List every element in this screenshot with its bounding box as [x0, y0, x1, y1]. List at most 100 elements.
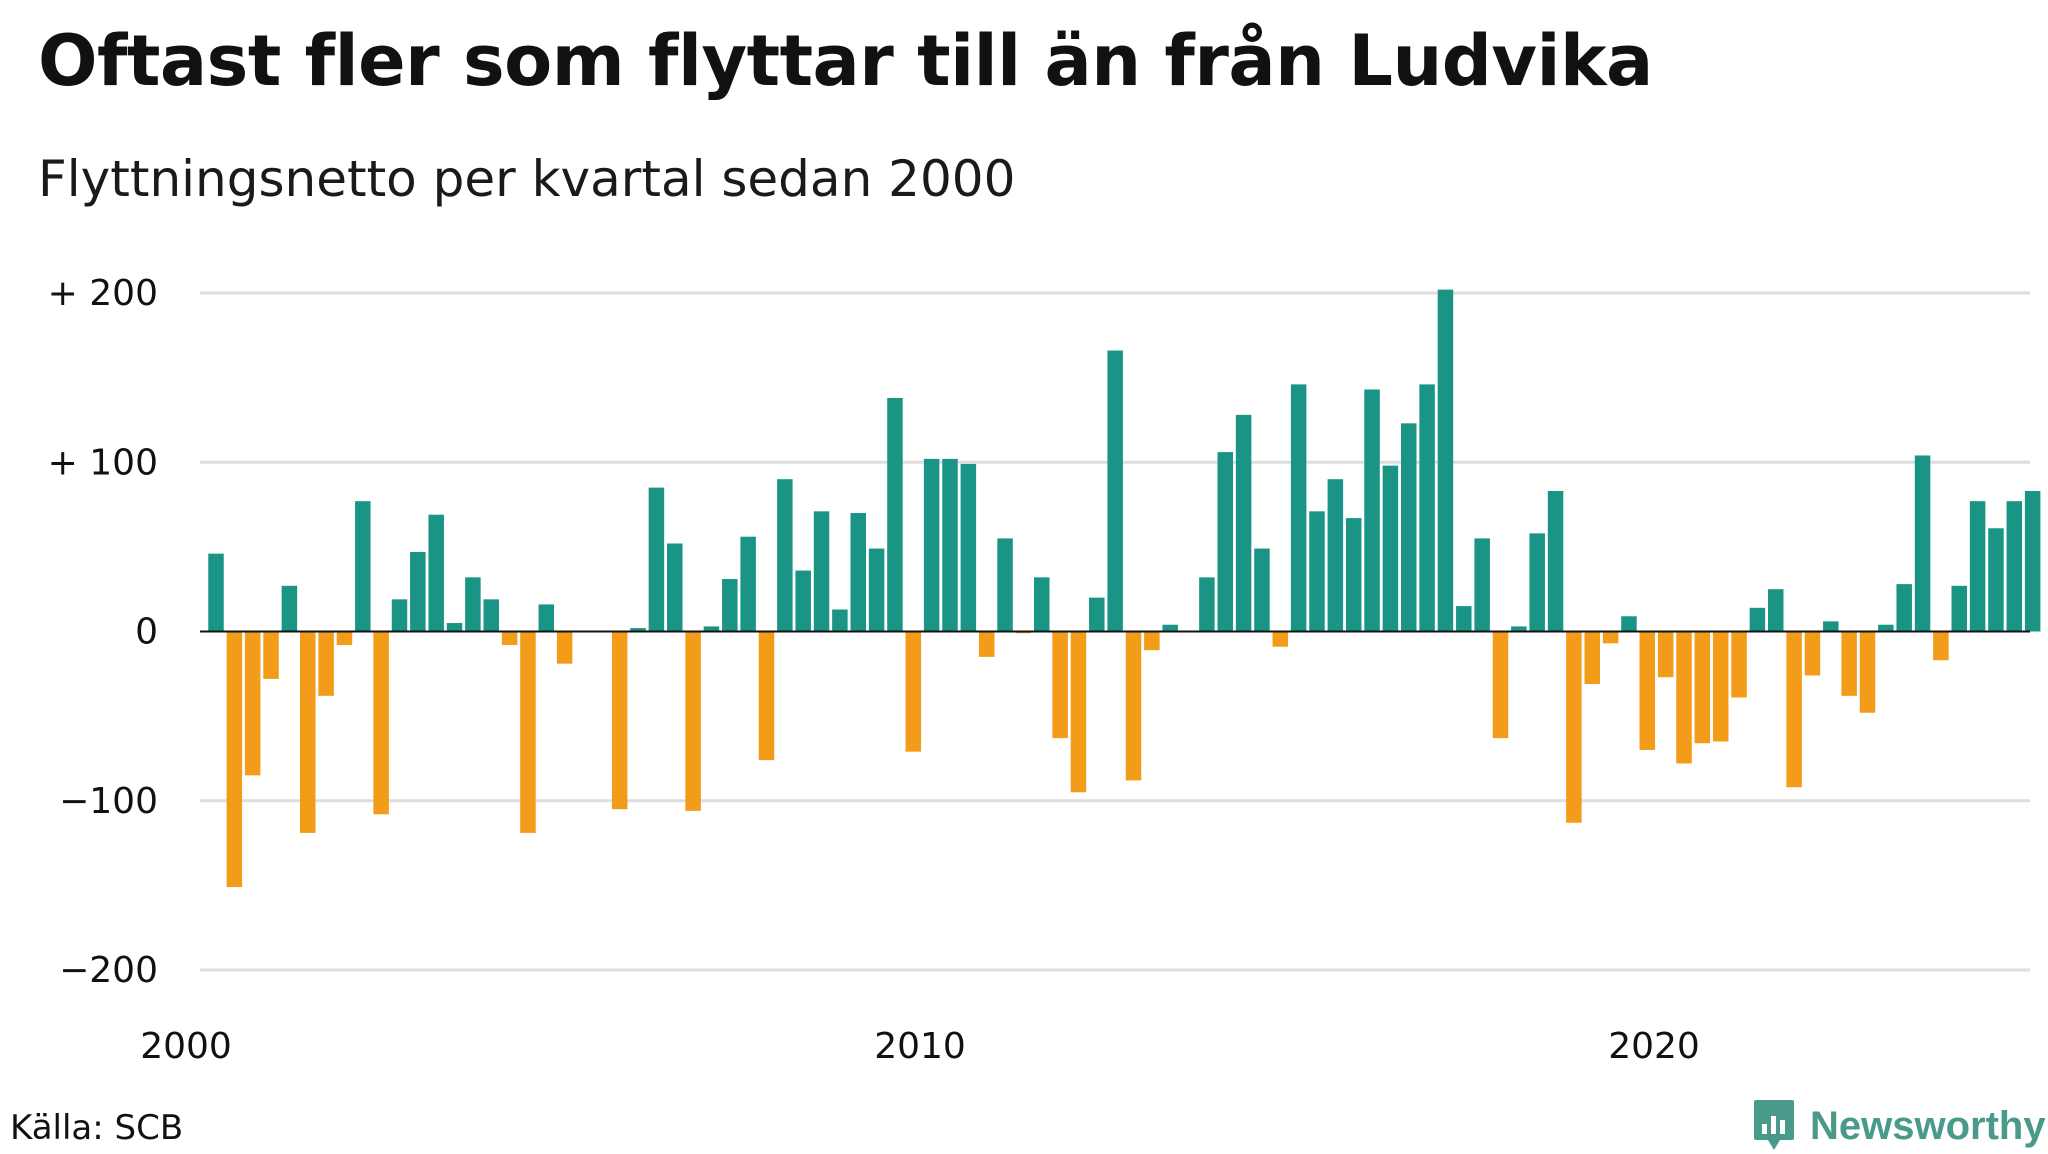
bar [1896, 584, 1912, 632]
bar [630, 628, 646, 632]
bar [1382, 465, 1399, 632]
y-tick-label: 0 [135, 612, 158, 653]
bar [465, 577, 481, 632]
bar [2006, 501, 2023, 632]
bar [300, 631, 316, 833]
bar [1731, 631, 1747, 698]
bar [997, 538, 1013, 632]
bar [667, 543, 683, 632]
bar [1933, 631, 1949, 661]
bar [1914, 455, 1931, 632]
bar [1786, 631, 1802, 788]
bar [1162, 624, 1178, 632]
bar [355, 501, 371, 632]
bar [1511, 626, 1527, 632]
bar [1859, 631, 1876, 713]
bar [1988, 528, 2004, 632]
x-tick-label: 2010 [874, 1026, 966, 1067]
bar [428, 514, 444, 632]
bar [1437, 289, 1454, 632]
bar [703, 626, 720, 632]
bar [868, 548, 885, 632]
bars [208, 289, 2041, 888]
x-tick-label: 2020 [1608, 1026, 1700, 1067]
bar [1217, 452, 1233, 632]
bar [960, 463, 977, 632]
bar [1823, 621, 1839, 632]
bar [1456, 606, 1472, 632]
source-note: Källa: SCB [10, 1108, 184, 1148]
bar [1144, 631, 1160, 651]
bar [1657, 631, 1674, 678]
bar [483, 599, 499, 632]
bar [1089, 597, 1105, 632]
grid-lines [200, 291, 2030, 972]
bar [1566, 631, 1582, 823]
bar [1309, 511, 1325, 632]
x-axis-labels: 2000 2010 2020 [140, 1026, 1700, 1067]
bar [1621, 616, 1637, 632]
bar [1749, 607, 1766, 632]
y-tick-label: −200 [59, 950, 158, 991]
bar [1639, 631, 1656, 750]
bar [648, 487, 665, 632]
bar [1474, 538, 1490, 632]
bar [391, 599, 408, 632]
bar [1529, 533, 1545, 632]
bar [777, 479, 793, 632]
bar [978, 631, 995, 657]
bar [1878, 624, 1894, 632]
bar [740, 536, 756, 632]
bar [373, 631, 389, 815]
chart-subtitle: Flyttningsnetto per kvartal sedan 2000 [38, 150, 1016, 208]
bar [501, 631, 518, 646]
bar [336, 631, 353, 646]
bar [1841, 631, 1857, 696]
bar [1676, 631, 1692, 764]
bar [685, 631, 701, 811]
bar [410, 551, 426, 632]
bar [1107, 350, 1123, 632]
bar [611, 631, 628, 810]
bar [758, 631, 775, 761]
y-tick-label: + 200 [48, 273, 158, 314]
bar [318, 631, 334, 696]
newsworthy-logo-icon [1754, 1100, 1794, 1150]
bar [520, 631, 536, 833]
bar [905, 631, 922, 752]
bar [208, 553, 224, 632]
bar [1235, 414, 1252, 632]
x-tick-label: 2000 [140, 1026, 232, 1067]
bar [1712, 631, 1729, 742]
bar [538, 604, 555, 632]
bar [923, 458, 940, 632]
bar [1419, 384, 1435, 632]
bar [832, 609, 848, 632]
bar [1694, 631, 1711, 744]
bar [942, 458, 958, 632]
y-axis-labels: + 200 + 100 0 −100 −200 [48, 273, 158, 991]
bar [1034, 577, 1050, 632]
bar [244, 631, 261, 776]
bar [1584, 631, 1600, 684]
bar [795, 570, 811, 632]
y-tick-label: −100 [59, 781, 158, 822]
bar [1052, 631, 1068, 739]
bar [1364, 389, 1380, 632]
bar [1070, 631, 1087, 793]
bar [887, 397, 903, 632]
bar [1254, 548, 1270, 632]
bar [226, 631, 243, 888]
bar [1602, 631, 1619, 644]
brand-logo: Newsworthy [1752, 1098, 2046, 1154]
bar [1272, 631, 1289, 647]
bar [1768, 589, 1784, 632]
bar [813, 511, 830, 632]
bar [1125, 631, 1142, 781]
bar [1345, 518, 1362, 632]
bar [556, 631, 573, 664]
bar [1804, 631, 1821, 676]
bar [263, 631, 279, 679]
bar [1327, 479, 1344, 632]
